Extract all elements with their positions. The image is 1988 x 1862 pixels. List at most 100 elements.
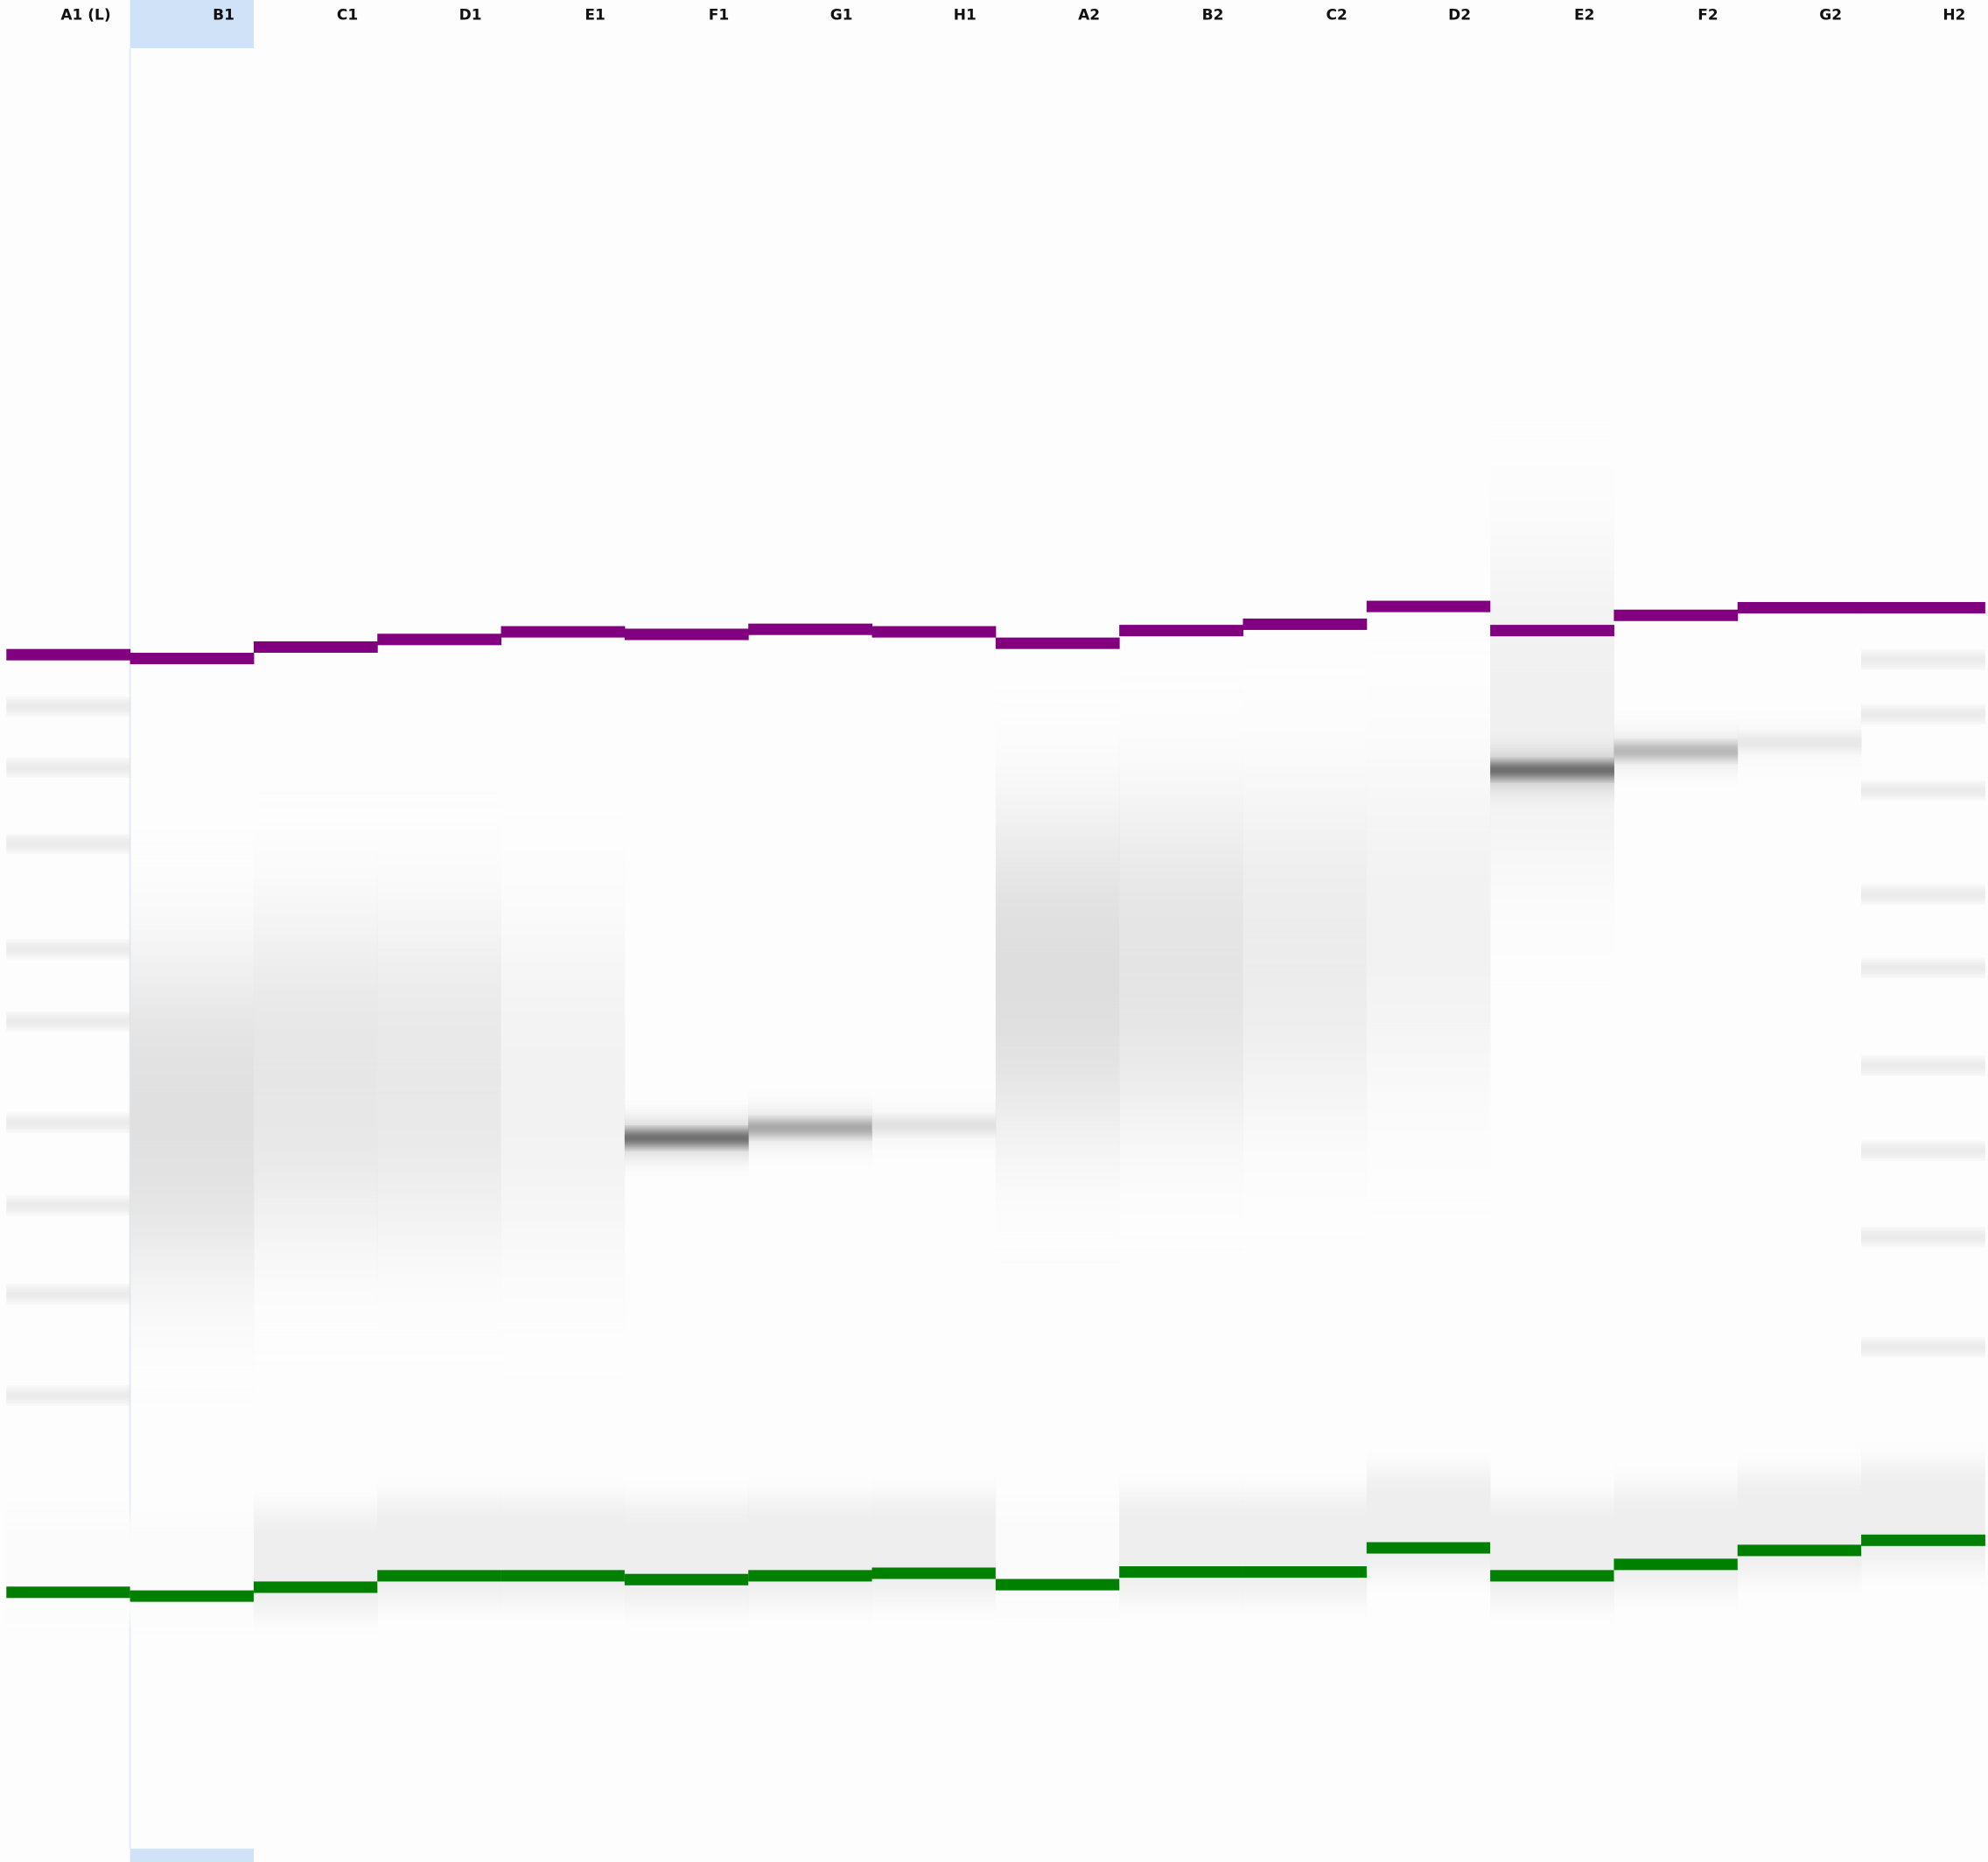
lane <box>872 626 997 1599</box>
marker-haze <box>748 1499 873 1601</box>
lane-label[interactable]: C2 <box>1326 6 1347 24</box>
lower-marker <box>377 1570 502 1582</box>
marker-haze <box>1119 1495 1243 1598</box>
lower-marker <box>500 1570 626 1582</box>
upper-marker <box>624 628 749 640</box>
ladder-band <box>1861 1060 1985 1071</box>
smear <box>377 939 502 1218</box>
smear <box>500 951 626 1231</box>
upper-marker <box>1737 602 1862 614</box>
marker-haze <box>1861 1464 1985 1566</box>
ladder-band <box>6 1016 131 1027</box>
lane-label[interactable]: G2 <box>1819 6 1842 24</box>
marker-haze <box>1366 1472 1491 1573</box>
upper-marker <box>872 626 997 638</box>
sample-band <box>872 1118 997 1132</box>
lane-labels: A1 (L) B1 C1 D1 E1 F1 G1 H1 A2 B2 C2 D2 E2 F2 G2 H2 <box>60 6 1965 24</box>
lane <box>1119 625 1243 1598</box>
lower-marker <box>1490 1570 1614 1582</box>
ladder-band <box>6 838 131 850</box>
marker-haze <box>1490 1499 1614 1601</box>
ladder-band <box>6 1289 131 1299</box>
lane-label[interactable]: A2 <box>1078 6 1100 24</box>
ladder-band <box>1861 709 1985 720</box>
marker-haze <box>1737 1474 1862 1576</box>
marker-haze <box>1242 1495 1368 1598</box>
lane <box>500 626 626 1601</box>
smear <box>130 976 255 1256</box>
smear <box>995 837 1120 1116</box>
lane-label[interactable]: E2 <box>1574 6 1594 24</box>
upper-marker <box>1861 602 1985 614</box>
lower-marker <box>1614 1558 1739 1571</box>
lane <box>995 637 1120 1611</box>
upper-marker <box>748 623 873 635</box>
lower-marker <box>253 1581 378 1593</box>
smear <box>1366 787 1491 1066</box>
lane <box>748 623 873 1601</box>
lane-label[interactable]: D1 <box>459 6 482 24</box>
ladder-band <box>6 943 131 955</box>
lane-label[interactable]: E1 <box>584 6 605 24</box>
upper-marker <box>1366 600 1491 612</box>
ladder-band <box>6 1117 131 1129</box>
lane <box>130 653 255 1622</box>
sample-band <box>1490 763 1614 777</box>
upper-marker <box>995 637 1120 649</box>
lane-label[interactable]: G1 <box>830 6 853 24</box>
upper-marker <box>6 648 131 661</box>
ladder-band <box>1861 962 1985 974</box>
selected-lane-footer <box>130 1848 254 1862</box>
lane-label[interactable]: H1 <box>954 6 976 24</box>
lower-marker <box>872 1567 997 1579</box>
lower-marker <box>1737 1544 1862 1557</box>
lane <box>1490 570 1614 1601</box>
ladder-band <box>1861 1145 1985 1156</box>
ladder-band <box>1861 654 1985 665</box>
lane-label[interactable]: F2 <box>1698 6 1718 24</box>
marker-haze <box>1614 1488 1739 1590</box>
lower-marker <box>748 1570 873 1582</box>
lower-marker <box>995 1578 1120 1591</box>
upper-marker <box>1119 625 1243 637</box>
upper-marker <box>500 626 626 638</box>
lane <box>624 628 749 1606</box>
upper-marker <box>377 634 502 646</box>
smear <box>1119 824 1243 1104</box>
smear <box>1490 570 1614 850</box>
marker-haze <box>130 1520 255 1622</box>
upper-marker <box>253 640 378 654</box>
lane-label[interactable]: F1 <box>709 6 729 24</box>
lane-label[interactable]: B2 <box>1202 6 1224 24</box>
upper-marker <box>1614 609 1739 621</box>
ladder-band <box>1861 1231 1985 1242</box>
upper-marker <box>1490 625 1614 637</box>
sample-band <box>1614 745 1739 758</box>
sample-band <box>1737 736 1862 749</box>
lanes <box>6 0 1985 1862</box>
lower-marker <box>1861 1534 1985 1546</box>
lower-marker <box>1242 1566 1368 1578</box>
smear <box>253 939 378 1218</box>
lane-label[interactable]: C1 <box>337 6 358 24</box>
lane <box>253 640 378 1613</box>
lower-marker <box>624 1573 749 1586</box>
lane <box>1242 618 1368 1598</box>
ladder-band <box>1861 889 1985 900</box>
lower-marker <box>1366 1542 1491 1554</box>
lane-label[interactable]: D2 <box>1448 6 1471 24</box>
lane <box>6 648 131 1618</box>
marker-haze <box>377 1499 502 1601</box>
lane <box>1737 602 1862 1576</box>
marker-haze <box>500 1499 626 1601</box>
lane-label[interactable]: A1 (L) <box>60 6 110 24</box>
smear <box>1242 812 1368 1091</box>
lane-label[interactable]: B1 <box>213 6 234 24</box>
ladder-band <box>6 762 131 774</box>
lane <box>377 634 502 1601</box>
lane-label[interactable]: H2 <box>1942 6 1965 24</box>
upper-marker <box>130 653 255 665</box>
marker-haze <box>624 1503 749 1606</box>
ladder-band <box>1861 785 1985 796</box>
